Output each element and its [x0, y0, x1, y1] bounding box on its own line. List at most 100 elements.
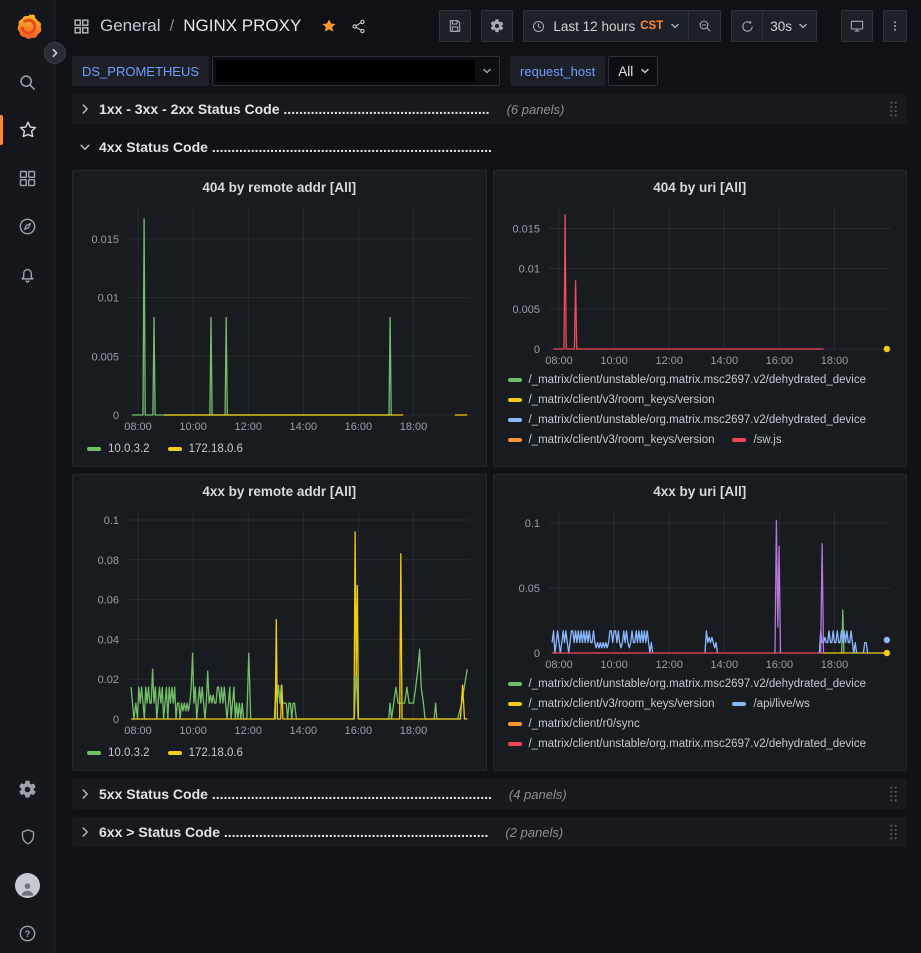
row-drag-handle[interactable]: [888, 100, 901, 118]
legend-item[interactable]: /_matrix/client/unstable/org.matrix.msc2…: [507, 738, 867, 750]
save-dashboard-button[interactable]: [439, 10, 472, 42]
svg-text:0.005: 0.005: [512, 304, 540, 316]
svg-text:10:00: 10:00: [600, 355, 628, 367]
person-icon: [21, 882, 34, 896]
svg-text:12:00: 12:00: [234, 421, 262, 433]
grafana-flame-icon: [17, 13, 41, 39]
shield-icon: [21, 829, 34, 845]
legend-item[interactable]: /_matrix/client/v3/room_keys/version: [507, 394, 714, 406]
panel-title[interactable]: 4xx by remote addr [All]: [202, 483, 357, 499]
cycle-view-mode-button[interactable]: [841, 10, 873, 42]
time-series-chart[interactable]: 0 0.02 0.04 0.06 0.08 0.1 08:00 10:00 12:00 14:00…: [81, 503, 478, 740]
svg-text:0.05: 0.05: [518, 583, 539, 595]
row-title: 6xx > Status Code ......................…: [99, 824, 489, 840]
row-6xx[interactable]: 6xx > Status Code ......................…: [72, 817, 907, 847]
refresh-icon: [742, 20, 753, 32]
panel-title[interactable]: 4xx by uri [All]: [653, 483, 747, 499]
row-drag-handle[interactable]: [888, 785, 901, 803]
legend-item[interactable]: /_matrix/client/unstable/org.matrix.msc2…: [507, 414, 867, 426]
svg-text:0: 0: [533, 344, 539, 356]
panel-title[interactable]: 404 by uri [All]: [653, 179, 747, 195]
legend-item[interactable]: /_matrix/client/r0/sync: [507, 718, 640, 730]
legend-series-color: [507, 418, 522, 422]
share-icon[interactable]: [350, 18, 367, 35]
row-drag-handle[interactable]: [888, 823, 901, 841]
refresh-interval-picker[interactable]: 30s: [763, 10, 817, 42]
legend-item[interactable]: /_matrix/client/unstable/org.matrix.msc2…: [507, 678, 866, 690]
legend-item[interactable]: /_matrix/client/v3/room_keys/version: [507, 698, 714, 710]
legend-series-label: 172.18.0.6: [188, 443, 243, 455]
kebab-menu-icon: [894, 21, 896, 31]
legend-item[interactable]: 172.18.0.6: [167, 744, 243, 762]
svg-text:0.02: 0.02: [98, 674, 119, 686]
sidebar-item-server-admin[interactable]: [0, 825, 55, 849]
breadcrumb-folder[interactable]: General: [100, 16, 161, 35]
refresh-button[interactable]: [731, 10, 764, 42]
datasource-select[interactable]: [212, 56, 501, 86]
refresh-controls: 30s: [731, 10, 817, 42]
legend-item[interactable]: /_matrix/client/unstable/org.matrix.msc2…: [507, 374, 866, 386]
legend-item[interactable]: 172.18.0.6: [167, 440, 243, 458]
sidebar-item-starred[interactable]: [0, 115, 55, 145]
avatar: [15, 872, 40, 898]
dashboard-header: General / NGINX PROXY: [56, 0, 921, 52]
legend-series-color: [87, 751, 101, 755]
chart-legend: 10.0.3.2 172.18.0.6: [81, 440, 478, 458]
svg-text:0: 0: [113, 410, 119, 422]
svg-text:10:00: 10:00: [179, 421, 207, 433]
svg-text:08:00: 08:00: [545, 659, 573, 671]
sidebar-item-help[interactable]: ?: [0, 921, 55, 945]
legend-series-label: /_matrix/client/unstable/org.matrix.msc2…: [528, 414, 867, 426]
sidebar-item-explore[interactable]: [0, 214, 55, 238]
legend-item[interactable]: 10.0.3.2: [87, 744, 150, 762]
legend-item[interactable]: /sw.js: [732, 434, 782, 446]
time-series-chart[interactable]: 0 0.005 0.01 0.015 08:00 10:00 12:00 14:00 16:00…: [81, 199, 478, 436]
zoom-out-time-button[interactable]: [689, 10, 722, 42]
legend-item[interactable]: 10.0.3.2: [87, 440, 150, 458]
legend-item[interactable]: /_matrix/client/v3/room_keys/version: [507, 434, 715, 446]
grafana-logo[interactable]: [9, 8, 47, 46]
legend-series-color: [87, 447, 101, 451]
expand-sidebar-button[interactable]: [44, 42, 66, 64]
legend-series-label: /_matrix/client/unstable/org.matrix.msc2…: [528, 738, 867, 750]
chevron-down-icon: [799, 23, 807, 29]
request-host-select[interactable]: All: [608, 56, 659, 86]
star-icon: [19, 121, 36, 138]
sidebar-item-configuration[interactable]: [0, 777, 55, 801]
time-range-picker[interactable]: Last 12 hours CST: [523, 10, 690, 42]
time-series-chart[interactable]: 0 0.005 0.01 0.015 08:00 10:00 12:00 14:00 16:00…: [502, 199, 899, 370]
gear-icon: [491, 19, 504, 33]
legend-item[interactable]: /api/live/ws: [732, 698, 810, 710]
legend-series-color: [507, 398, 522, 402]
dashboard-settings-button[interactable]: [481, 10, 514, 42]
time-series-chart[interactable]: 0 0.05 0.1 08:00 10:00 12:00 14:00 16:00 18:00: [502, 503, 899, 674]
svg-text:0.015: 0.015: [91, 234, 119, 246]
row-4xx[interactable]: 4xx Status Code ........................…: [72, 132, 907, 162]
sidebar-item-search[interactable]: [0, 70, 55, 94]
dashboard-canvas: 1xx - 3xx - 2xx Status Code ............…: [56, 90, 921, 953]
svg-text:14:00: 14:00: [290, 725, 318, 737]
sidebar: ?: [0, 0, 66, 953]
chart-legend: /_matrix/client/unstable/org.matrix.msc2…: [502, 678, 899, 762]
main-area: General / NGINX PROXY: [56, 0, 921, 953]
variable-label-request-host: request_host: [510, 56, 606, 86]
favorite-star-icon[interactable]: [320, 17, 338, 35]
svg-text:14:00: 14:00: [710, 355, 738, 367]
svg-text:0.01: 0.01: [98, 293, 119, 305]
legend-series-label: /_matrix/client/v3/room_keys/version: [528, 434, 715, 446]
row-1xx-3xx-2xx[interactable]: 1xx - 3xx - 2xx Status Code ............…: [72, 94, 907, 124]
drag-dots-icon: [890, 824, 897, 840]
zoom-out-icon: [699, 20, 711, 32]
timezone-label: CST: [640, 20, 664, 32]
panel-title[interactable]: 404 by remote addr [All]: [202, 179, 357, 195]
sidebar-item-alerting[interactable]: [0, 262, 55, 286]
row-5xx[interactable]: 5xx Status Code ........................…: [72, 779, 907, 809]
svg-text:0.005: 0.005: [91, 351, 119, 363]
variables-bar: DS_PROMETHEUS request_host All: [56, 52, 921, 90]
more-options-button[interactable]: [883, 10, 907, 42]
legend-series-color: [732, 438, 747, 442]
chevron-right-icon: [82, 104, 88, 114]
sidebar-item-dashboards[interactable]: [0, 166, 55, 190]
sidebar-item-profile[interactable]: [0, 872, 55, 898]
variable-request-host: request_host All: [510, 56, 659, 86]
